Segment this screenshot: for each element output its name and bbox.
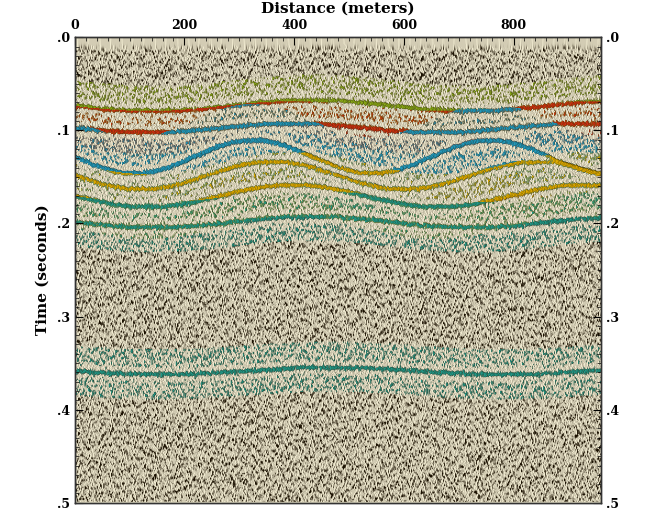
X-axis label: Distance (meters): Distance (meters) <box>261 2 415 15</box>
Y-axis label: Time (seconds): Time (seconds) <box>36 205 50 335</box>
